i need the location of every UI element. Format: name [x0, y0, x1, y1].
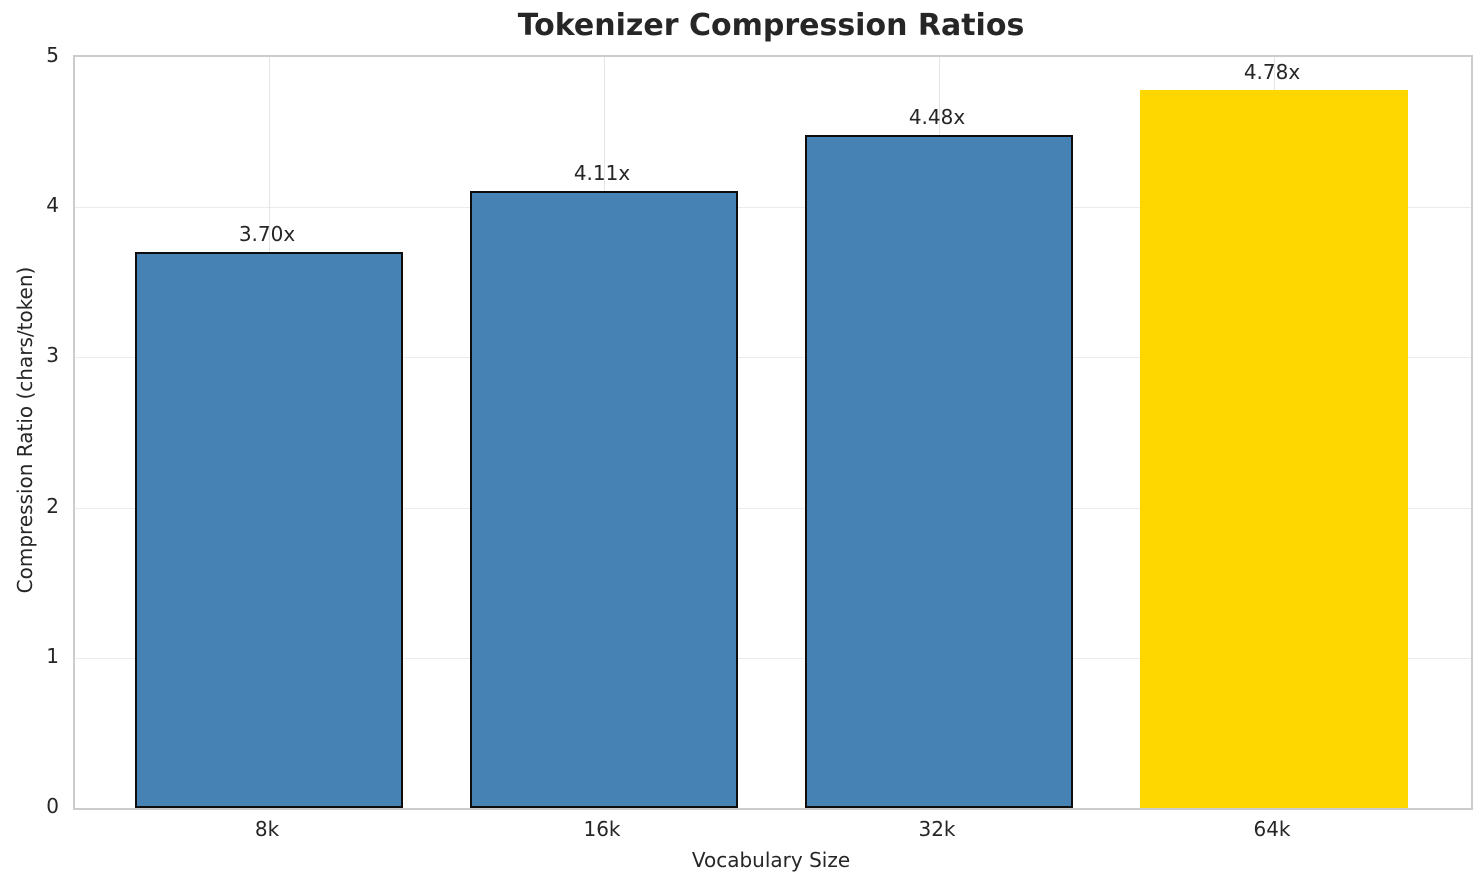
bar-32k — [805, 135, 1073, 808]
y-tick-label: 5 — [46, 43, 59, 67]
bar-64k — [1140, 90, 1408, 808]
bar-8k — [135, 252, 403, 808]
bar-value-label: 4.78x — [1243, 60, 1301, 85]
y-tick-label: 2 — [46, 493, 59, 518]
y-tick-label: 0 — [46, 794, 59, 818]
bar-value-label: 3.70x — [238, 222, 296, 247]
x-tick-label: 16k — [583, 817, 621, 841]
x-tick-label: 64k — [1253, 817, 1291, 841]
gridline-horizontal — [75, 207, 1471, 209]
bar-16k — [470, 190, 738, 808]
x-tick-label: 32k — [918, 817, 956, 841]
chart-title: Tokenizer Compression Ratios — [517, 8, 1025, 43]
gridline-horizontal — [75, 357, 1471, 359]
x-axis-label: Vocabulary Size — [691, 848, 851, 872]
bar-value-label: 4.11x — [573, 160, 631, 185]
gridline-horizontal — [75, 657, 1471, 659]
y-tick-label: 4 — [46, 193, 59, 218]
y-tick-label: 3 — [46, 343, 59, 368]
plot-area — [73, 55, 1473, 810]
y-axis-label: Compression Ratio (chars/token) — [13, 266, 37, 594]
y-tick-label: 1 — [46, 643, 59, 668]
bar-value-label: 4.48x — [908, 105, 966, 130]
x-tick-label: 8k — [254, 817, 280, 841]
gridline-horizontal — [75, 507, 1471, 509]
